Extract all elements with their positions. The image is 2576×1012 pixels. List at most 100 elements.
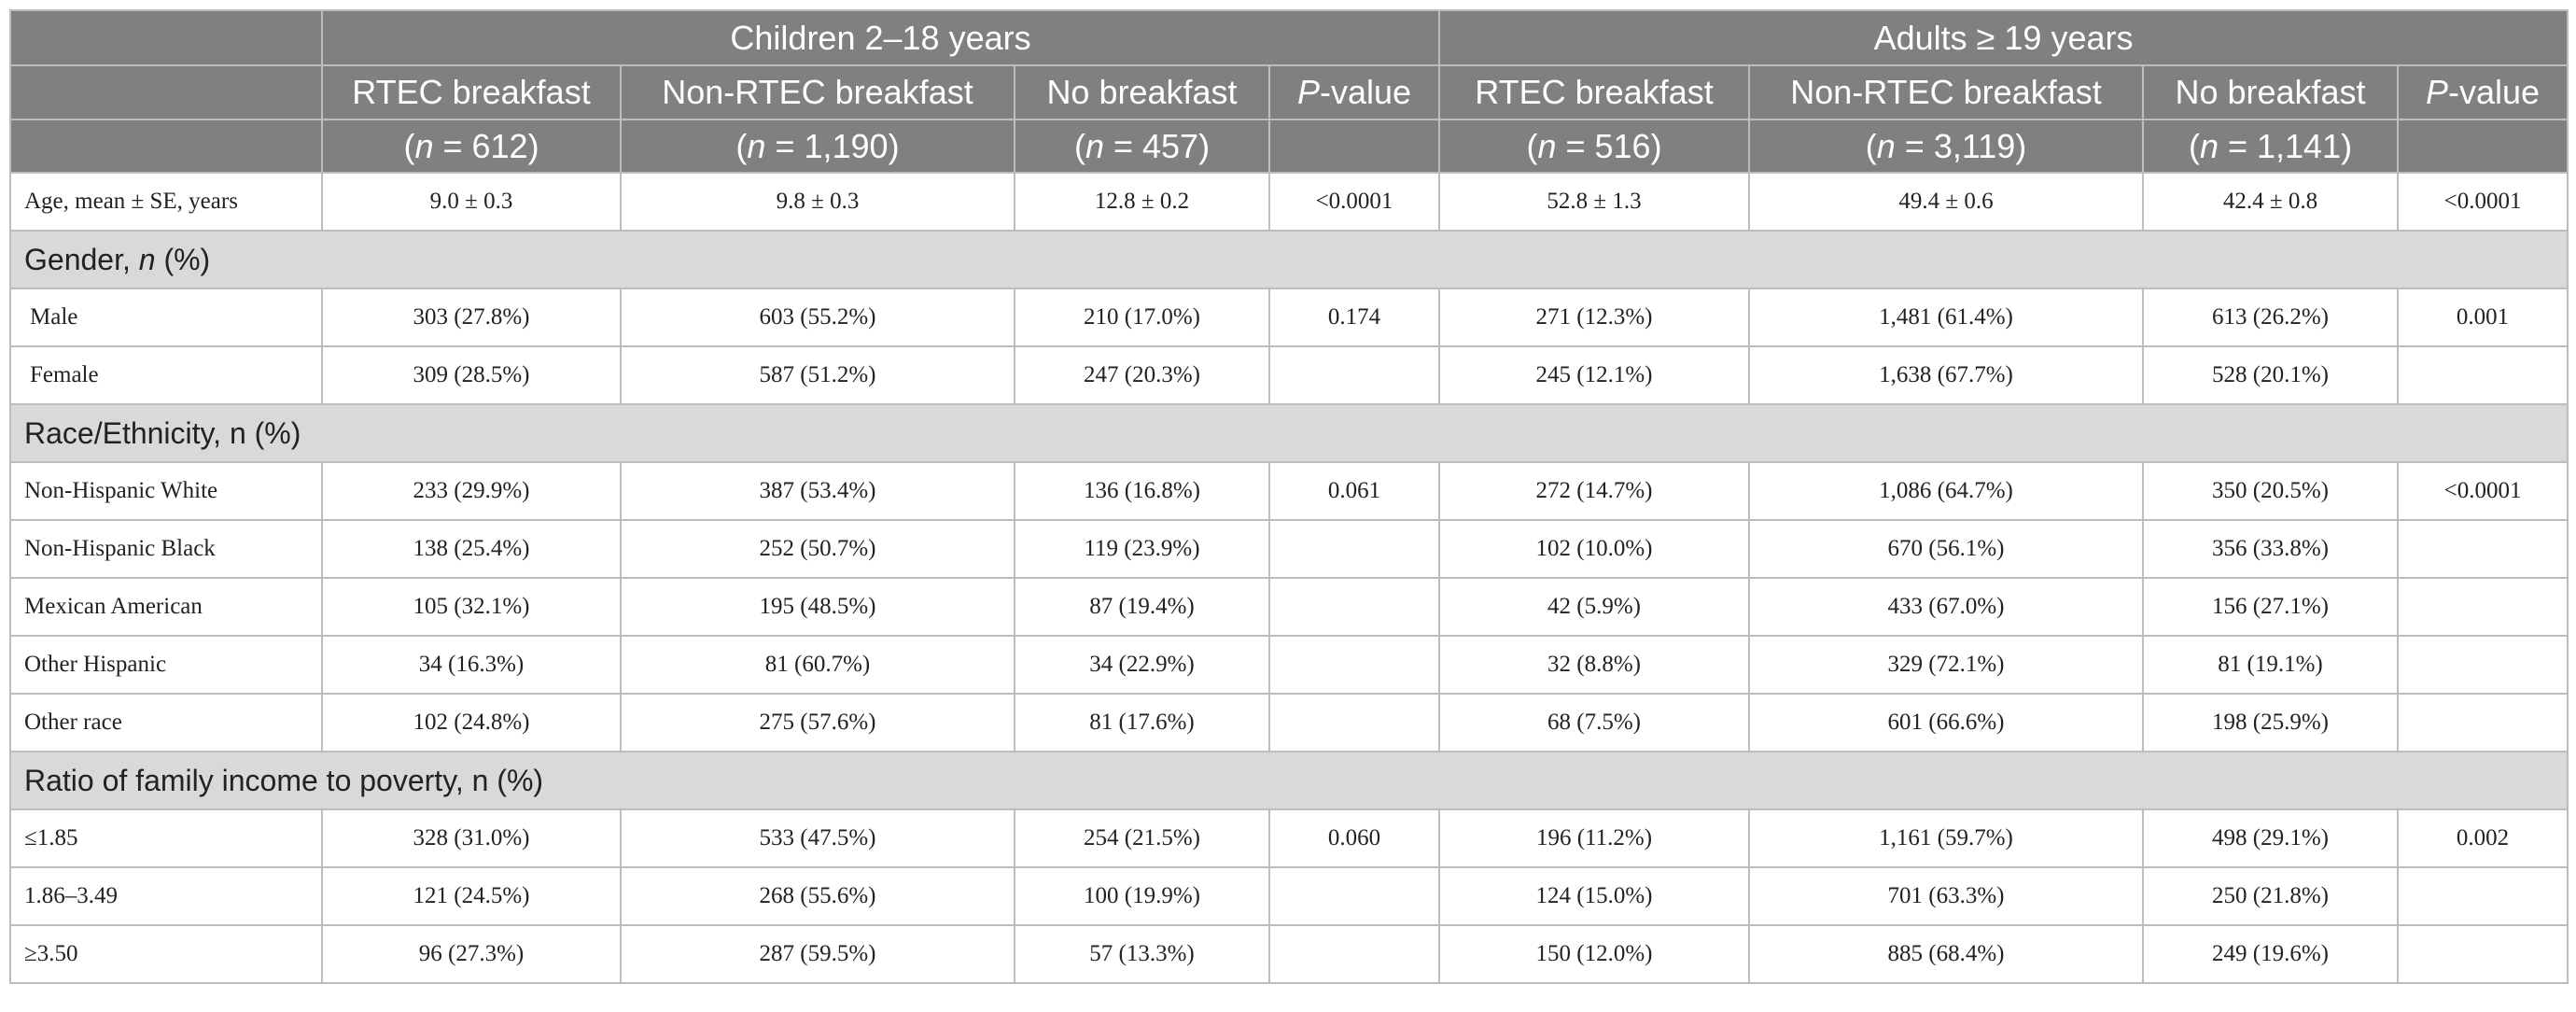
pvalue-italic: P bbox=[1296, 73, 1320, 111]
section-header-gender: Gender, n (%) bbox=[8, 230, 2569, 289]
table-cell bbox=[1267, 866, 1441, 926]
children-group-header: Children 2–18 years bbox=[320, 9, 1441, 66]
table-cell: 52.8 ± 1.3 bbox=[1438, 172, 1751, 232]
n-children-nonrtec: (n = 1,190) bbox=[620, 119, 1015, 174]
table-cell bbox=[2397, 866, 2569, 926]
table-cell: 12.8 ± 0.2 bbox=[1014, 172, 1270, 232]
table-cell: 57 (13.3%) bbox=[1014, 924, 1270, 984]
table-cell: 533 (47.5%) bbox=[620, 808, 1015, 868]
row-label: Mexican American bbox=[9, 577, 323, 637]
table-cell: 42 (5.9%) bbox=[1438, 577, 1751, 637]
row-label: Other Hispanic bbox=[9, 635, 323, 695]
table-cell: 275 (57.6%) bbox=[620, 693, 1015, 752]
table-cell: 433 (67.0%) bbox=[1748, 577, 2145, 637]
table-cell bbox=[2397, 635, 2569, 695]
table-cell: 34 (22.9%) bbox=[1014, 635, 1270, 695]
row-label: Other race bbox=[9, 693, 323, 752]
table-cell: 247 (20.3%) bbox=[1014, 345, 1270, 405]
table-cell: 0.002 bbox=[2397, 808, 2569, 868]
section-label: Gender, n (%) bbox=[8, 230, 2569, 289]
table-cell: 498 (29.1%) bbox=[2142, 808, 2400, 868]
table-cell: 1,638 (67.7%) bbox=[1748, 345, 2145, 405]
table-cell: 328 (31.0%) bbox=[321, 808, 622, 868]
table-cell: 1,481 (61.4%) bbox=[1748, 288, 2145, 347]
col-header-adults-nonrtec: Non-RTEC breakfast bbox=[1748, 64, 2145, 120]
table-row: ≤1.85 328 (31.0%) 533 (47.5%) 254 (21.5%… bbox=[9, 808, 2569, 868]
pvalue-italic: P bbox=[2425, 73, 2448, 111]
table-cell: 309 (28.5%) bbox=[321, 345, 622, 405]
table-row: Other Hispanic 34 (16.3%) 81 (60.7%) 34 … bbox=[9, 635, 2569, 695]
table-cell: 121 (24.5%) bbox=[321, 866, 622, 926]
section-label: Ratio of family income to poverty, n (%) bbox=[8, 751, 2569, 810]
table-cell: 32 (8.8%) bbox=[1438, 635, 1751, 695]
table-cell: 102 (24.8%) bbox=[321, 693, 622, 752]
table-cell: 105 (32.1%) bbox=[321, 577, 622, 637]
table-cell: 1,086 (64.7%) bbox=[1748, 461, 2145, 521]
n-children-rtec: (n = 612) bbox=[321, 119, 622, 174]
table-cell: 156 (27.1%) bbox=[2142, 577, 2400, 637]
table-cell: 81 (19.1%) bbox=[2142, 635, 2400, 695]
table-cell: 603 (55.2%) bbox=[620, 288, 1015, 347]
table-cell: 601 (66.6%) bbox=[1748, 693, 2145, 752]
table-cell bbox=[1267, 635, 1441, 695]
table-row: Non-Hispanic Black 138 (25.4%) 252 (50.7… bbox=[9, 519, 2569, 579]
row-label: 1.86–3.49 bbox=[9, 866, 323, 926]
table-cell: 670 (56.1%) bbox=[1748, 519, 2145, 579]
table-cell: 387 (53.4%) bbox=[620, 461, 1015, 521]
demographics-table: Children 2–18 years Adults ≥ 19 years RT… bbox=[8, 9, 2569, 984]
table-cell: 249 (19.6%) bbox=[2142, 924, 2400, 984]
table-cell: 198 (25.9%) bbox=[2142, 693, 2400, 752]
table-cell: 271 (12.3%) bbox=[1438, 288, 1751, 347]
table-cell: <0.0001 bbox=[2397, 172, 2569, 232]
table-cell: 9.0 ± 0.3 bbox=[321, 172, 622, 232]
row-label: Male bbox=[9, 288, 323, 347]
table-cell: 102 (10.0%) bbox=[1438, 519, 1751, 579]
table-cell: 87 (19.4%) bbox=[1014, 577, 1270, 637]
col-header-children-nonrtec: Non-RTEC breakfast bbox=[620, 64, 1015, 120]
table-cell: 350 (20.5%) bbox=[2142, 461, 2400, 521]
table-cell: 356 (33.8%) bbox=[2142, 519, 2400, 579]
row-label: Non-Hispanic White bbox=[9, 461, 323, 521]
table-cell: 252 (50.7%) bbox=[620, 519, 1015, 579]
table-cell: 49.4 ± 0.6 bbox=[1748, 172, 2145, 232]
table-cell bbox=[1267, 519, 1441, 579]
col-header-children-pvalue: P-value bbox=[1267, 64, 1441, 120]
table-cell: 81 (60.7%) bbox=[620, 635, 1015, 695]
table-cell: 81 (17.6%) bbox=[1014, 693, 1270, 752]
table-row: ≥3.50 96 (27.3%) 287 (59.5%) 57 (13.3%) … bbox=[9, 924, 2569, 984]
table-cell bbox=[2397, 924, 2569, 984]
table-cell: 0.060 bbox=[1267, 808, 1441, 868]
table-cell: 138 (25.4%) bbox=[321, 519, 622, 579]
table-cell: 885 (68.4%) bbox=[1748, 924, 2145, 984]
table-cell: <0.0001 bbox=[1267, 172, 1441, 232]
pvalue-rest: -value bbox=[1319, 73, 1412, 111]
table-cell: 528 (20.1%) bbox=[2142, 345, 2400, 405]
table-cell bbox=[1267, 345, 1441, 405]
table-cell bbox=[1267, 693, 1441, 752]
table-cell: 268 (55.6%) bbox=[620, 866, 1015, 926]
table-cell: 587 (51.2%) bbox=[620, 345, 1015, 405]
col-header-adults-nobreakfast: No breakfast bbox=[2142, 64, 2400, 120]
table-cell: 329 (72.1%) bbox=[1748, 635, 2145, 695]
table-cell bbox=[2397, 693, 2569, 752]
table-cell bbox=[2397, 345, 2569, 405]
header-blank bbox=[1267, 119, 1441, 174]
n-adults-rtec: (n = 516) bbox=[1438, 119, 1751, 174]
row-label: ≤1.85 bbox=[9, 808, 323, 868]
table-cell bbox=[2397, 577, 2569, 637]
n-children-nobreakfast: (n = 457) bbox=[1014, 119, 1270, 174]
table-cell: 613 (26.2%) bbox=[2142, 288, 2400, 347]
table-cell: 245 (12.1%) bbox=[1438, 345, 1751, 405]
table-cell: 254 (21.5%) bbox=[1014, 808, 1270, 868]
row-label: Non-Hispanic Black bbox=[9, 519, 323, 579]
row-label: ≥3.50 bbox=[9, 924, 323, 984]
table-header: Children 2–18 years Adults ≥ 19 years RT… bbox=[9, 9, 2569, 174]
section-header-race: Race/Ethnicity, n (%) bbox=[8, 403, 2569, 463]
table-cell: 124 (15.0%) bbox=[1438, 866, 1751, 926]
table-cell: 233 (29.9%) bbox=[321, 461, 622, 521]
table-cell: 303 (27.8%) bbox=[321, 288, 622, 347]
table-row: Age, mean ± SE, years 9.0 ± 0.3 9.8 ± 0.… bbox=[9, 172, 2569, 232]
row-label: Female bbox=[9, 345, 323, 405]
table-cell: 1,161 (59.7%) bbox=[1748, 808, 2145, 868]
header-blank bbox=[9, 64, 323, 120]
